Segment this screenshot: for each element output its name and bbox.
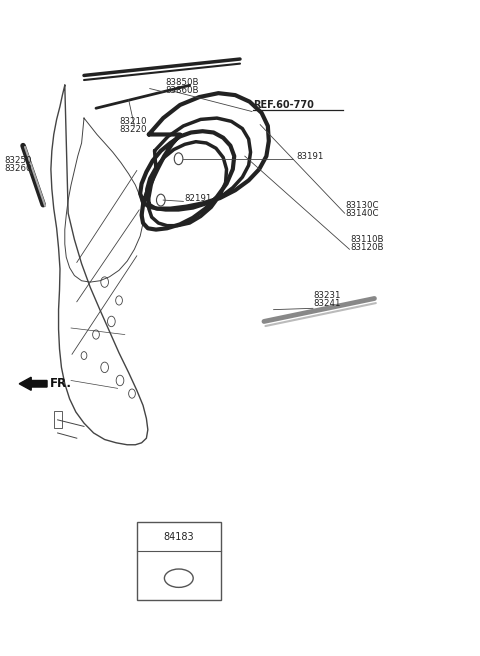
Text: FR.: FR. [50,377,72,390]
Text: 82191: 82191 [185,194,212,203]
Polygon shape [19,377,47,390]
Text: 83260: 83260 [5,164,32,173]
Bar [137,522,221,600]
Text: 83860B: 83860B [166,86,199,95]
Text: 83130C: 83130C [346,201,379,210]
Text: 83110B: 83110B [350,235,384,244]
Text: 83241: 83241 [313,299,340,308]
Text: 83140C: 83140C [346,209,379,218]
Bar [54,411,62,428]
Text: 84183: 84183 [164,532,194,543]
Text: 83850B: 83850B [166,78,199,87]
Text: 83191: 83191 [297,152,324,161]
Text: 83231: 83231 [313,291,340,300]
Text: 83120B: 83120B [350,243,384,252]
Text: REF.60-770: REF.60-770 [253,100,314,110]
Text: 83250: 83250 [5,156,32,165]
Text: 83210: 83210 [119,117,146,126]
Text: 83220: 83220 [119,125,146,134]
